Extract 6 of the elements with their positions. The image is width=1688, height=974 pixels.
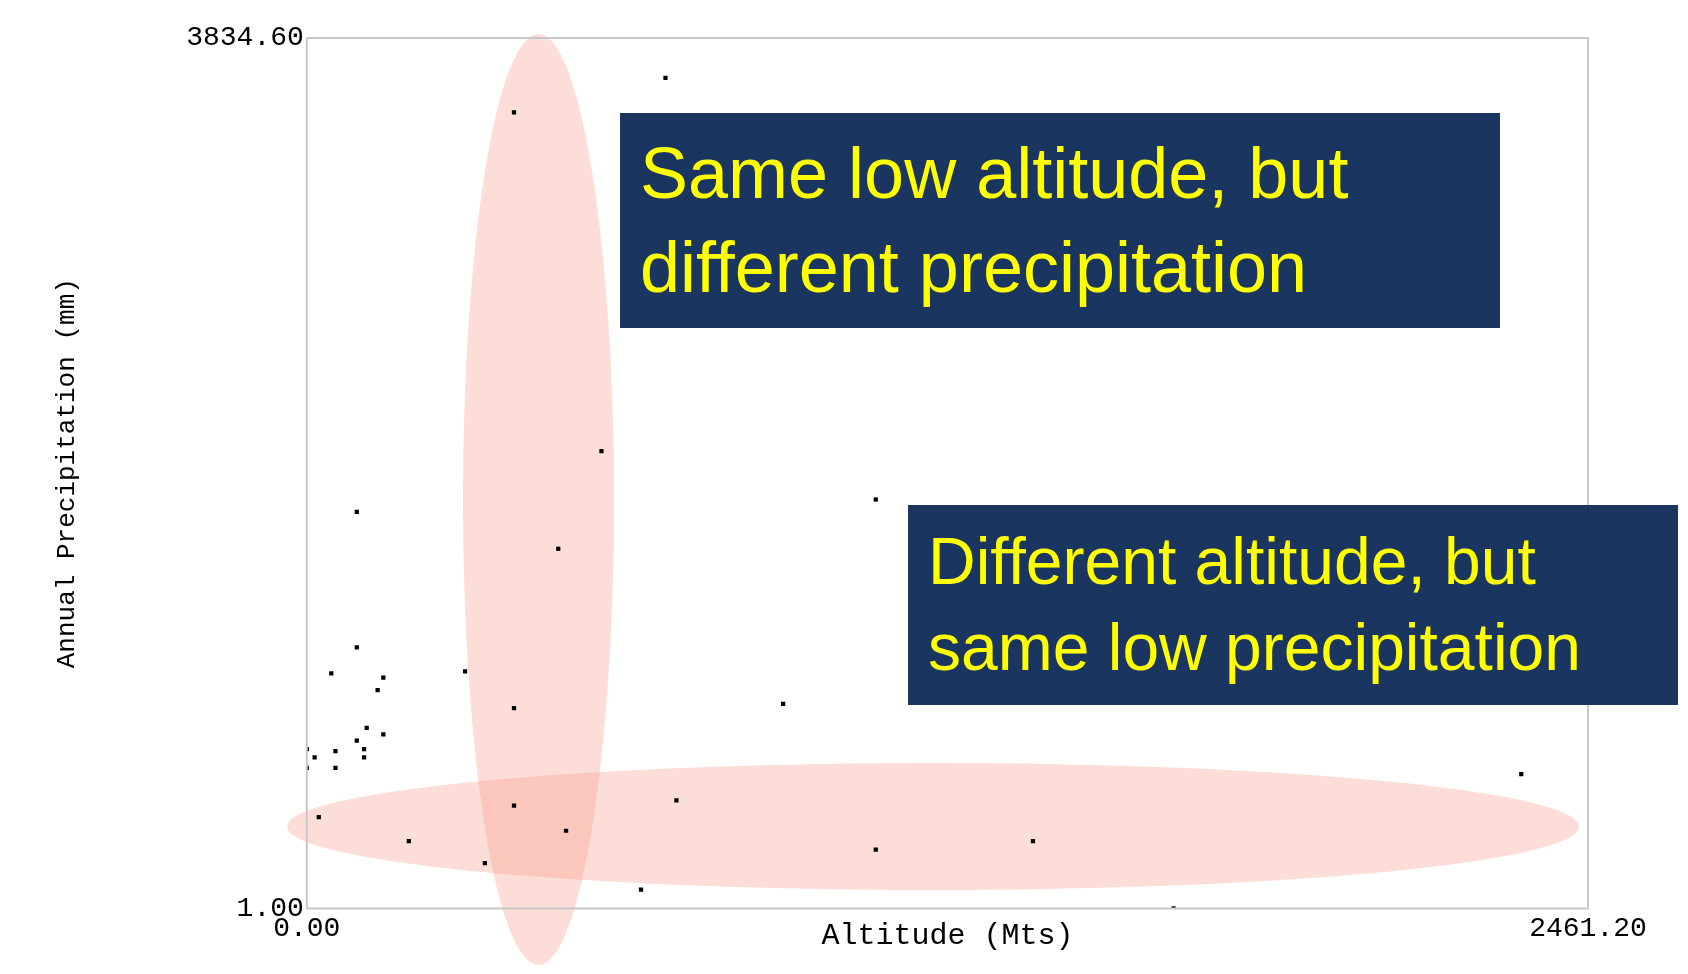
x-axis-title: Altitude (Mts)	[821, 918, 1074, 953]
annotation: Same low altitude, but different precipitation	[620, 113, 1500, 329]
x-tick-label: 2461.20	[1529, 912, 1647, 944]
annotation: Different altitude, but same low precipitation	[908, 505, 1678, 705]
y-axis-title: Annual Precipitation (mm)	[52, 278, 83, 669]
y-tick-label: 3834.60	[186, 22, 304, 54]
